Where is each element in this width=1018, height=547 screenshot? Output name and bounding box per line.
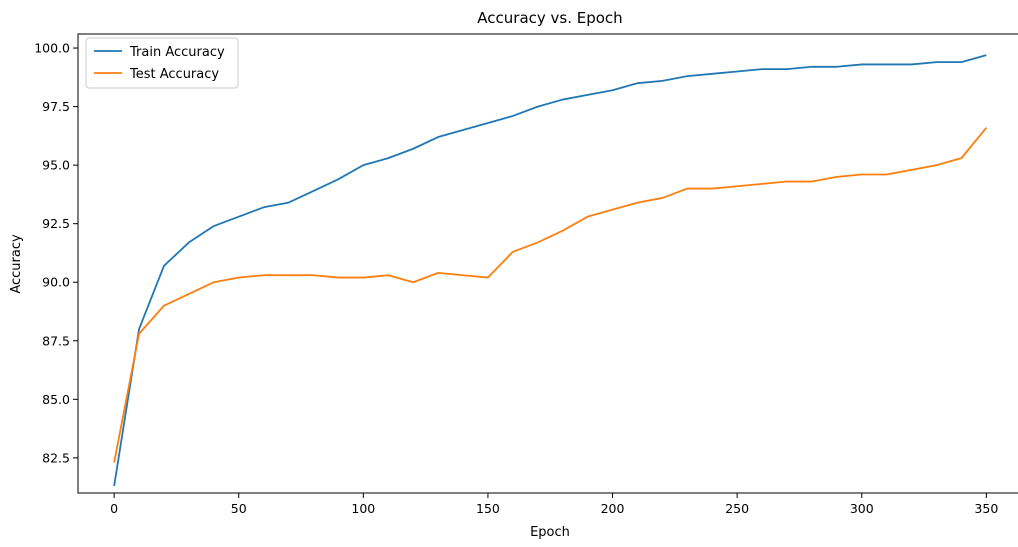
x-tick-label: 300 (850, 501, 874, 516)
x-tick-label: 150 (476, 501, 500, 516)
x-tick-label: 50 (231, 501, 247, 516)
y-tick-label: 95.0 (42, 158, 70, 173)
x-tick-label: 350 (974, 501, 998, 516)
plot-frame (77, 33, 1018, 494)
legend: Train Accuracy Test Accuracy (85, 37, 239, 89)
y-axis-title: Accuracy (9, 234, 24, 294)
chart-title: Accuracy vs. Epoch (477, 9, 622, 27)
x-tick-label: 0 (110, 501, 118, 516)
train-accuracy-line (113, 54, 987, 487)
y-tick-label: 90.0 (42, 275, 70, 290)
series-layer (113, 54, 988, 487)
x-tick-label: 200 (601, 501, 625, 516)
y-tick-label: 92.5 (42, 216, 70, 231)
y-tick-label: 87.5 (42, 333, 70, 348)
test-accuracy-line (113, 127, 988, 463)
y-tick-label: 97.5 (42, 99, 70, 114)
x-tick-label: 100 (351, 501, 375, 516)
legend-label-train: Train Accuracy (129, 45, 225, 60)
x-tick-label: 250 (725, 501, 749, 516)
x-axis-title: Epoch (530, 525, 570, 540)
y-tick-label: 82.5 (42, 450, 70, 465)
legend-label-test: Test Accuracy (129, 67, 219, 82)
axis-layer: 0 50 100 150 200 250 300 350 82.5 85.0 87.5 90.0 92.… (34, 41, 998, 516)
y-tick-label: 100.0 (34, 41, 70, 56)
y-tick-label: 85.0 (42, 392, 70, 407)
legend-box (85, 37, 239, 89)
